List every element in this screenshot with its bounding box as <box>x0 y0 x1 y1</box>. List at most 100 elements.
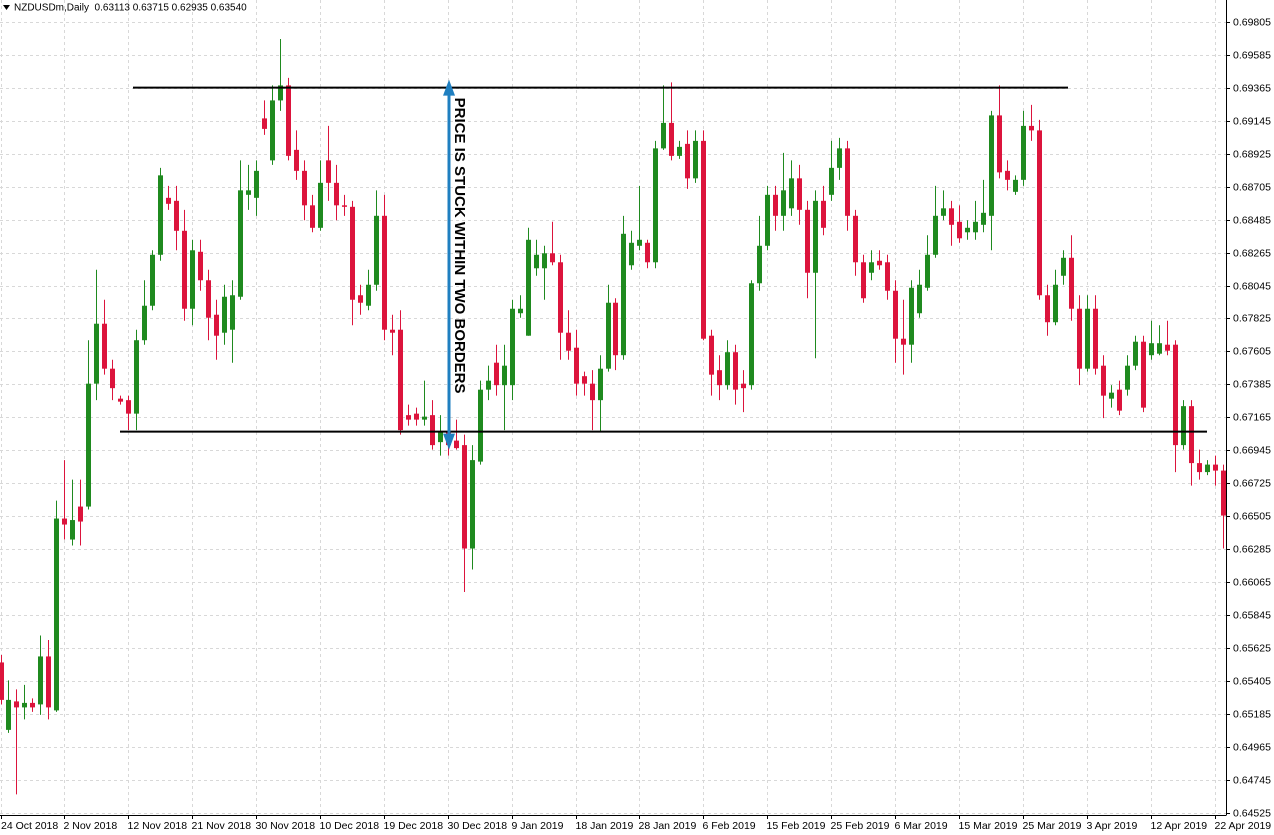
y-tick-label: 0.66065 <box>1233 576 1271 588</box>
candle-body <box>62 518 67 525</box>
candle-body <box>414 413 419 420</box>
y-tick-label: 0.65845 <box>1233 609 1271 621</box>
x-tick-label: 25 Mar 2019 <box>1023 820 1082 832</box>
x-tick-label: 12 Apr 2019 <box>1151 820 1208 832</box>
candle-body <box>1053 284 1058 323</box>
y-tick-label: 0.67825 <box>1233 312 1271 324</box>
candle-body <box>14 701 19 708</box>
x-tick-label: 28 Jan 2019 <box>639 820 697 832</box>
y-tick-label: 0.68265 <box>1233 247 1271 259</box>
candle-body <box>709 335 714 375</box>
candle-body <box>262 118 267 129</box>
candle-body <box>286 85 291 156</box>
candle-body <box>510 308 515 386</box>
candle-body <box>757 245 762 284</box>
candle-body <box>749 283 754 386</box>
x-tick-label: 2 Nov 2018 <box>64 820 118 832</box>
candle-body <box>925 254 930 288</box>
candle-body <box>558 262 563 333</box>
candle-body <box>190 250 195 309</box>
candle-body <box>598 368 603 401</box>
candle-body <box>1069 257 1074 309</box>
x-tick-label: 15 Feb 2019 <box>767 820 826 832</box>
candle-body <box>981 212 986 225</box>
candle-body <box>893 290 898 339</box>
candle-body <box>334 182 339 206</box>
candle-body <box>1077 308 1082 369</box>
menu-triangle[interactable] <box>3 5 10 10</box>
candle-body <box>829 167 834 195</box>
candle-body <box>885 262 890 291</box>
candle-body <box>214 314 219 336</box>
arrow-head <box>443 433 455 450</box>
x-tick-label: 22 Apr 2019 <box>1215 820 1272 832</box>
y-tick-label: 0.65625 <box>1233 642 1271 654</box>
candle-body <box>582 376 587 384</box>
candle-body <box>94 323 99 384</box>
candle-body <box>54 518 59 711</box>
candle-body <box>150 254 155 306</box>
candle-body <box>781 190 786 216</box>
candle-body <box>901 338 906 345</box>
candle-body <box>869 262 874 273</box>
candle-body <box>406 415 411 420</box>
candle-body <box>422 416 427 420</box>
candle-body <box>78 506 83 522</box>
candle-body <box>102 323 107 369</box>
candle-body <box>254 170 259 198</box>
candle-body <box>741 383 746 389</box>
candle-body <box>6 699 11 730</box>
candle-body <box>0 662 4 700</box>
candles <box>0 38 1226 795</box>
candle-body <box>997 115 1002 173</box>
x-tick-label: 18 Jan 2019 <box>576 820 634 832</box>
x-tick-label: 30 Nov 2018 <box>256 820 316 832</box>
candle-body <box>174 200 179 231</box>
candle-body <box>877 260 882 266</box>
candle-body <box>973 221 978 233</box>
y-tick-label: 0.65185 <box>1233 708 1271 720</box>
candle-body <box>158 175 163 255</box>
y-tick-label: 0.69585 <box>1233 49 1271 61</box>
candle-body <box>1221 470 1226 516</box>
candle-body <box>1037 130 1042 296</box>
candle-body <box>733 352 738 390</box>
candle-body <box>182 230 187 309</box>
candle-body <box>789 178 794 209</box>
candle-body <box>550 253 555 263</box>
candle-body <box>518 308 523 314</box>
candle-body <box>773 194 778 216</box>
candle-body <box>526 239 531 336</box>
annotation: PRICE IS STUCK WITHIN TWO BORDERS <box>451 98 468 394</box>
y-tick-label: 0.69805 <box>1233 16 1271 28</box>
candle-body <box>70 520 75 540</box>
candle-body <box>1197 463 1202 473</box>
candle-body <box>1061 257 1066 276</box>
candle-body <box>382 215 387 330</box>
candle-body <box>166 197 171 204</box>
candle-body <box>1085 308 1090 369</box>
x-tick-label: 25 Feb 2019 <box>831 820 890 832</box>
candle-body <box>318 182 323 228</box>
candle-body <box>1165 344 1170 351</box>
candle-body <box>941 208 946 216</box>
candle-body <box>438 431 443 443</box>
candle-body <box>933 215 938 255</box>
candle-body <box>661 122 666 149</box>
candle-body <box>1149 343 1154 356</box>
y-tick-label: 0.68045 <box>1233 280 1271 292</box>
candle-body <box>853 215 858 263</box>
x-tick-label: 24 Oct 2018 <box>1 820 58 832</box>
candle-body <box>374 215 379 285</box>
candle-body <box>542 253 547 269</box>
candle-body <box>574 347 579 384</box>
candle-body <box>989 115 994 216</box>
candle-body <box>238 190 243 297</box>
y-tick-label: 0.67385 <box>1233 378 1271 390</box>
candle-body <box>1189 406 1194 464</box>
candle-body <box>1213 464 1218 471</box>
candle-body <box>1005 170 1010 180</box>
candle-body <box>1029 125 1034 131</box>
candle-body <box>717 370 722 386</box>
candle-body <box>326 160 331 183</box>
